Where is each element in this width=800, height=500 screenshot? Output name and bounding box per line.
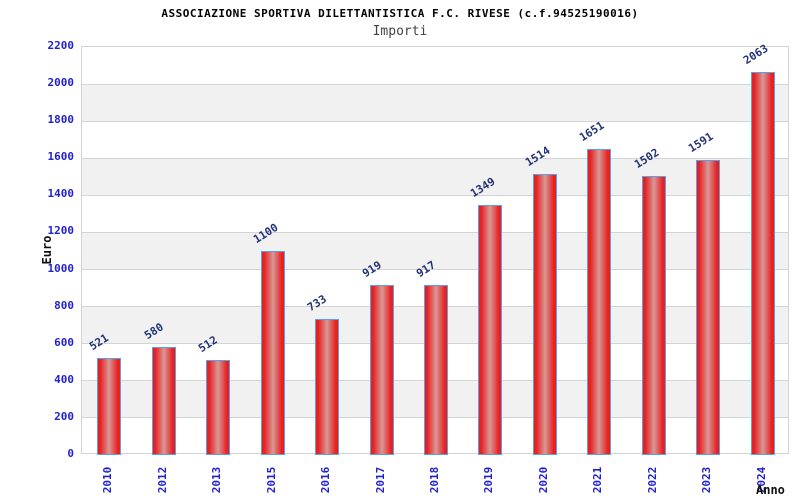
y-tick-0: 0	[67, 447, 74, 460]
y-tick-1800: 1800	[47, 113, 75, 127]
y-tick-800: 800	[54, 298, 74, 312]
bar-2017	[369, 284, 394, 455]
plot-band	[82, 158, 788, 196]
y-tick-1000: 1000	[47, 261, 75, 275]
bar-2024	[750, 72, 775, 455]
x-tick-2017: 2017	[373, 466, 387, 494]
y-tick-400: 400	[54, 372, 74, 386]
gridline	[82, 120, 788, 122]
x-tick-2016: 2016	[319, 466, 333, 494]
bar-2013	[206, 360, 231, 455]
plot-band	[82, 195, 788, 232]
x-tick-2010: 2010	[101, 466, 115, 494]
bar-2023	[696, 159, 721, 455]
gridline	[82, 231, 788, 233]
chart-subtitle: Importi	[372, 24, 428, 39]
x-tick-2013: 2013	[210, 466, 224, 494]
gridline	[82, 83, 788, 85]
x-tick-2015: 2015	[264, 466, 278, 494]
bar-2022	[641, 176, 666, 455]
x-tick-2018: 2018	[428, 466, 441, 494]
bar-2020	[532, 174, 557, 455]
plot-area: 521 580 512 1100 733 919 917 1349 1514 1651 1502 15…	[81, 42, 789, 455]
y-axis-title: Euro	[40, 235, 54, 265]
y-tick-200: 200	[54, 409, 74, 423]
x-tick-2023: 2023	[700, 466, 714, 494]
plot-band	[82, 121, 788, 158]
plot-band	[82, 84, 788, 122]
x-tick-2012: 2012	[155, 466, 169, 494]
chart-title: ASSOCIAZIONE SPORTIVA DILETTANTISTICA F.…	[161, 7, 639, 20]
x-axis-title: Anno	[756, 483, 785, 497]
x-tick-2022: 2022	[645, 466, 659, 494]
bar-2019	[478, 204, 503, 455]
bar-2021	[587, 148, 612, 455]
x-tick-2019: 2019	[482, 466, 496, 494]
y-tick-1400: 1400	[47, 187, 75, 201]
bar-2015	[260, 251, 285, 455]
y-tick-2000: 2000	[47, 76, 75, 90]
bar-2016	[315, 319, 340, 455]
bar-2012	[151, 347, 176, 455]
y-tick-1200: 1200	[47, 224, 75, 238]
gridline	[82, 194, 788, 196]
y-tick-600: 600	[54, 335, 74, 349]
gridline	[82, 157, 788, 159]
y-tick-2200: 2200	[47, 39, 75, 52]
bar-2010	[97, 358, 122, 455]
plot-band	[82, 232, 788, 270]
bar-2018	[424, 284, 448, 455]
x-tick-2021: 2021	[591, 466, 605, 494]
plot-band	[82, 47, 788, 84]
gridline	[82, 269, 788, 271]
y-tick-1600: 1600	[47, 150, 75, 164]
x-tick-2020: 2020	[536, 466, 550, 494]
